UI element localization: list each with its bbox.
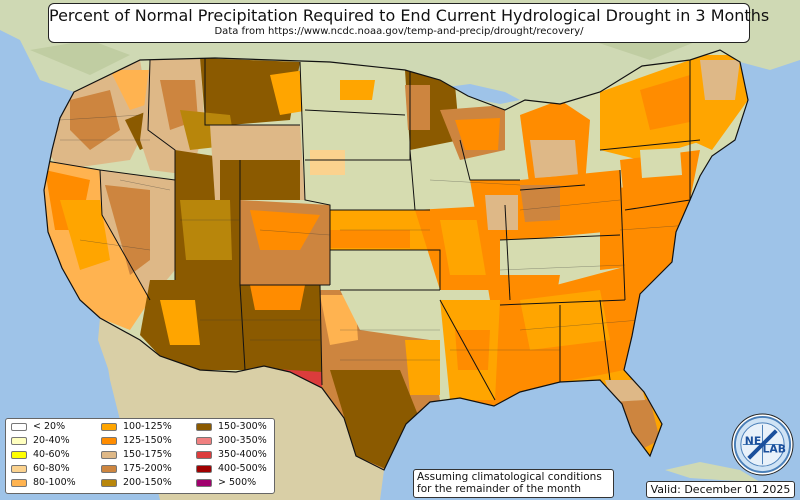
legend-swatch (11, 437, 27, 445)
legend-swatch (11, 479, 27, 487)
legend-swatch (101, 479, 117, 487)
division-lines (59, 114, 691, 361)
valid-date: Valid: December 01 2025 (646, 481, 795, 498)
legend-label: 175-200% (123, 463, 172, 474)
legend-label: 125-150% (123, 435, 172, 446)
lake-superior (440, 84, 520, 104)
assumption-note: Assuming climatological conditions for t… (413, 469, 614, 498)
legend-label: 60-80% (33, 463, 70, 474)
legend: < 20% 20-40% 40-60% 60-80% 80-100% 100-125% 12… (5, 418, 275, 494)
nexlab-logo: NE LAB (731, 413, 794, 476)
region-oklahoma (340, 290, 430, 340)
legend-label: 300-350% (218, 435, 267, 446)
legend-label: < 20% (33, 421, 66, 432)
legend-label: 40-60% (33, 449, 70, 460)
legend-swatch (196, 451, 212, 459)
note-line-1: Assuming climatological conditions (417, 471, 602, 483)
legend-swatch (101, 451, 117, 459)
legend-swatch (196, 465, 212, 473)
legend-label: 80-100% (33, 477, 76, 488)
legend-swatch (11, 465, 27, 473)
legend-swatch (196, 423, 212, 431)
legend-label: 350-400% (218, 449, 267, 460)
legend-label: 20-40% (33, 435, 70, 446)
logo-text-ne: NE (745, 435, 761, 448)
drought-regions (44, 55, 748, 470)
legend-swatch (11, 451, 27, 459)
region-dakotas (300, 62, 410, 160)
map-title: Percent of Normal Precipitation Required… (49, 6, 770, 25)
legend-swatch (101, 423, 117, 431)
legend-swatch (101, 465, 117, 473)
title-box: Percent of Normal Precipitation Required… (48, 3, 770, 43)
legend-label: 150-300% (218, 421, 267, 432)
legend-label: 200-150% (123, 477, 172, 488)
legend-label: 100-125% (123, 421, 172, 432)
note-line-2: for the remainder of the month (417, 483, 582, 495)
legend-label: > 500% (218, 477, 257, 488)
us-outline (43, 49, 749, 471)
legend-label: 400-500% (218, 463, 267, 474)
legend-swatch (101, 437, 117, 445)
legend-swatch (196, 479, 212, 487)
legend-label: 150-175% (123, 449, 172, 460)
state-borders (44, 58, 701, 401)
map-subtitle: Data from https://www.ncdc.noaa.gov/temp… (214, 26, 584, 37)
legend-swatch (11, 423, 27, 431)
legend-swatch (196, 437, 212, 445)
cuba-land (665, 462, 760, 482)
logo-text-lab: LAB (763, 442, 787, 455)
